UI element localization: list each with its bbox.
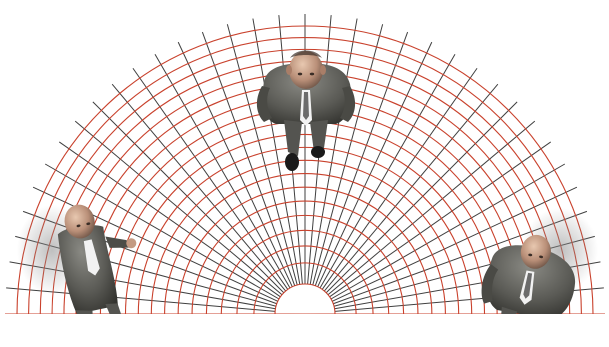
grid-spoke <box>58 141 281 298</box>
grid-spoke <box>312 24 384 286</box>
grid-spoke <box>309 18 358 285</box>
grid-spoke <box>321 67 478 290</box>
grid-spoke <box>317 41 433 288</box>
grid-ring <box>137 146 473 315</box>
businessman-top <box>256 50 356 171</box>
grid-spoke <box>154 53 291 289</box>
grid-spoke <box>226 24 298 286</box>
grid-spoke <box>177 41 293 288</box>
grid-ring <box>150 159 460 315</box>
grid-spoke <box>325 101 518 294</box>
grid-spoke <box>252 18 301 285</box>
grid-ring <box>177 186 433 315</box>
grid-spoke <box>329 141 552 298</box>
grid-spoke <box>331 186 578 302</box>
grid-spoke <box>111 83 287 292</box>
grid-spoke <box>327 120 536 296</box>
grid-ring <box>236 245 374 315</box>
grid-ring <box>124 134 486 315</box>
grid-spoke <box>319 53 456 289</box>
grid-spoke <box>323 83 499 292</box>
grid-spoke <box>314 31 409 286</box>
grid-spoke <box>92 101 285 294</box>
grid-ring <box>28 37 582 315</box>
grid-spoke <box>132 67 289 290</box>
grid-spoke <box>330 163 566 300</box>
grid-ring <box>39 49 571 315</box>
grid-ring <box>191 200 419 315</box>
grid-spoke <box>201 31 296 286</box>
grid-spoke <box>74 120 283 296</box>
floor-band <box>0 314 609 347</box>
grid-ring <box>205 214 405 315</box>
grid-spoke <box>44 163 280 300</box>
grid-ring <box>220 229 390 315</box>
grid-ring <box>16 25 594 315</box>
grid-ring <box>164 173 446 315</box>
